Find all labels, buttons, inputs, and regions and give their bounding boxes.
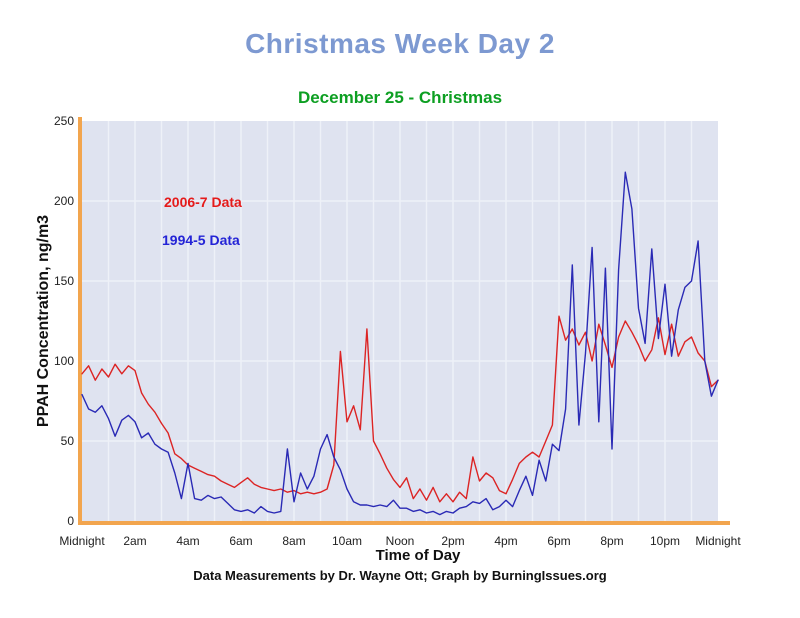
y-tick-label: 200 (54, 194, 74, 208)
x-tick-label: Noon (386, 534, 415, 548)
y-axis-label: PPAH Concentration, ng/m3 (35, 214, 52, 428)
x-tick-label: 6am (229, 534, 252, 548)
x-tick-label: 4pm (494, 534, 517, 548)
footer-credit: Data Measurements by Dr. Wayne Ott; Grap… (193, 568, 607, 583)
legend-entry-2006-7: 2006-7 Data (164, 194, 242, 210)
x-tick-label: 2pm (441, 534, 464, 548)
x-tick-label: 6pm (547, 534, 570, 548)
x-tick-label: 8am (282, 534, 305, 548)
y-tick-label: 250 (54, 114, 74, 128)
x-tick-label: Midnight (695, 534, 741, 548)
series-line-1994-5-data (81, 171, 719, 516)
x-tick-label: 10am (332, 534, 362, 548)
y-tick-label: 100 (54, 354, 74, 368)
x-tick-label: Midnight (59, 534, 105, 548)
x-tick-label: 4am (176, 534, 199, 548)
y-tick-label: 50 (61, 434, 75, 448)
y-tick-label: 150 (54, 274, 74, 288)
y-tick-label: 0 (67, 514, 74, 528)
x-axis-label: Time of Day (375, 547, 461, 564)
chart-subtitle: December 25 - Christmas (297, 88, 503, 107)
chart-title: Christmas Week Day 2 (245, 28, 555, 59)
x-tick-label: 10pm (650, 534, 680, 548)
x-tick-label: 8pm (600, 534, 623, 548)
x-tick-label: 2am (123, 534, 146, 548)
legend-entry-1994-5: 1994-5 Data (162, 232, 240, 248)
